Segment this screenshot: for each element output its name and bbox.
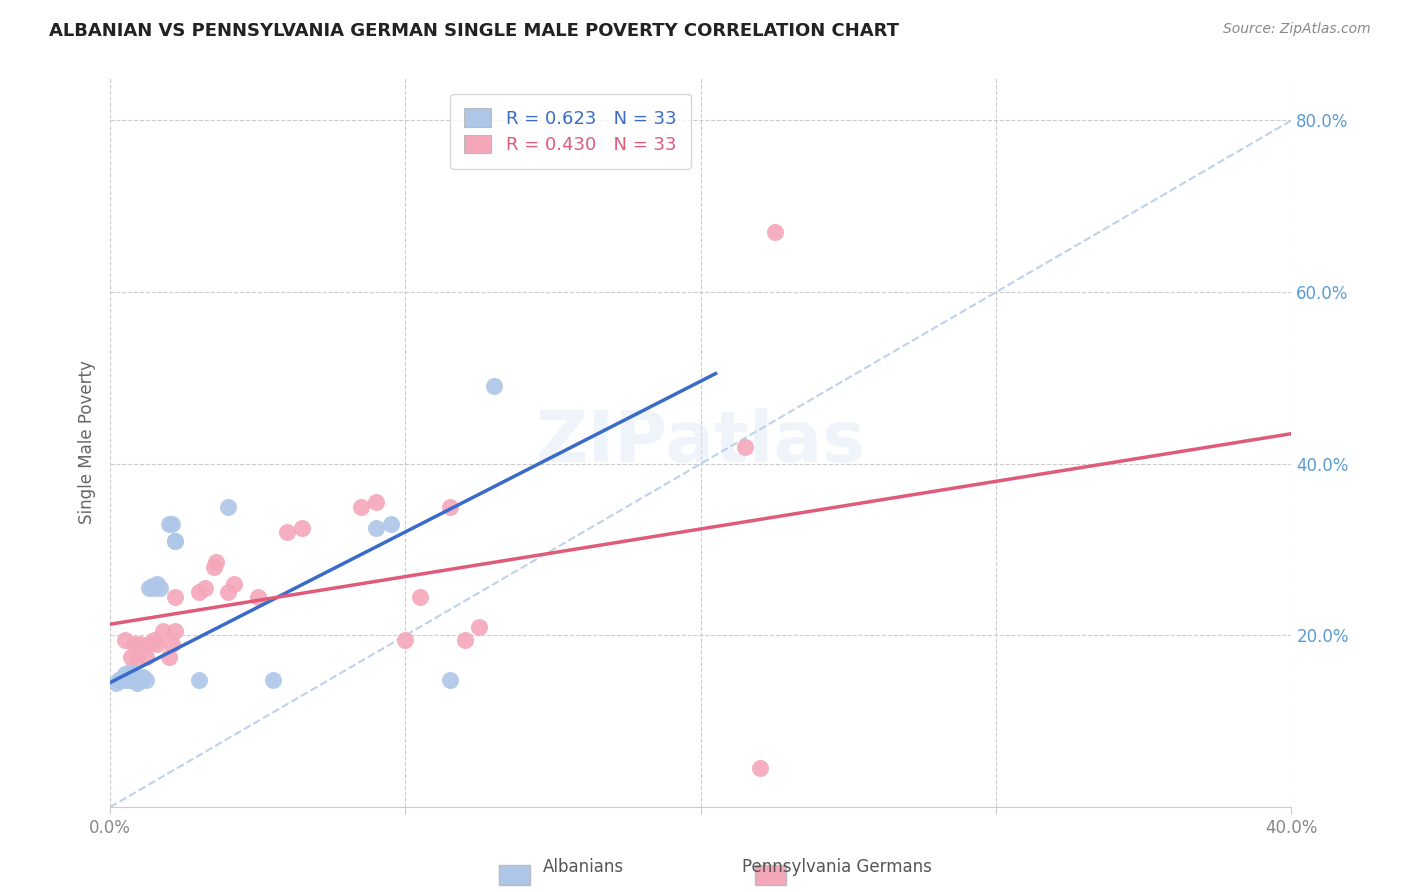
Point [117, 671, 139, 685]
Point [165, 624, 187, 638]
Point [152, 624, 174, 638]
Point [114, 632, 136, 647]
Point [117, 673, 139, 687]
Point [125, 649, 148, 664]
Point [748, 761, 770, 775]
Point [120, 665, 142, 679]
Point [276, 525, 298, 540]
Point [262, 673, 284, 687]
Point [482, 379, 505, 393]
Point [120, 673, 142, 687]
Point [146, 577, 169, 591]
Point [224, 577, 246, 591]
Y-axis label: Single Male Poverty: Single Male Poverty [79, 360, 96, 524]
Point [165, 533, 187, 548]
Point [187, 673, 209, 687]
Point [114, 673, 136, 687]
Point [187, 585, 209, 599]
Point [122, 673, 145, 687]
Point [350, 500, 373, 514]
Point [146, 637, 169, 651]
Point [122, 667, 145, 681]
Point [135, 649, 157, 664]
Point [105, 675, 128, 690]
Point [194, 581, 217, 595]
Point [122, 637, 145, 651]
Point [157, 516, 180, 531]
Text: Albanians: Albanians [543, 858, 624, 876]
Point [165, 590, 187, 604]
Point [380, 516, 402, 531]
Point [734, 440, 756, 454]
Point [108, 673, 131, 687]
Point [120, 649, 142, 664]
Point [763, 225, 786, 239]
Point [468, 620, 491, 634]
Point [217, 500, 239, 514]
Point [111, 671, 134, 685]
Point [131, 670, 153, 684]
Point [453, 632, 475, 647]
Point [409, 590, 432, 604]
Point [364, 495, 387, 509]
Point [125, 675, 148, 690]
Point [149, 581, 172, 595]
Point [246, 590, 269, 604]
Point [111, 671, 134, 685]
Point [291, 521, 314, 535]
Point [217, 585, 239, 599]
Point [160, 637, 183, 651]
Point [205, 556, 228, 570]
Point [439, 500, 461, 514]
Point [114, 667, 136, 681]
Point [157, 649, 180, 664]
Point [394, 632, 416, 647]
Point [364, 521, 387, 535]
Point [202, 559, 225, 574]
Point [160, 516, 183, 531]
Point [138, 637, 160, 651]
Text: ALBANIAN VS PENNSYLVANIA GERMAN SINGLE MALE POVERTY CORRELATION CHART: ALBANIAN VS PENNSYLVANIA GERMAN SINGLE M… [49, 22, 900, 40]
Point [128, 671, 150, 685]
Point [128, 673, 150, 687]
Point [128, 637, 150, 651]
Text: Pennsylvania Germans: Pennsylvania Germans [741, 858, 932, 876]
Point [143, 581, 166, 595]
Text: ZIPatlas: ZIPatlas [536, 408, 866, 476]
Point [141, 578, 163, 592]
Point [165, 533, 187, 548]
Text: Source: ZipAtlas.com: Source: ZipAtlas.com [1223, 22, 1371, 37]
Point [135, 673, 157, 687]
Point [439, 673, 461, 687]
Legend: R = 0.623   N = 33, R = 0.430   N = 33: R = 0.623 N = 33, R = 0.430 N = 33 [450, 94, 690, 169]
Point [143, 632, 166, 647]
Point [138, 581, 160, 595]
